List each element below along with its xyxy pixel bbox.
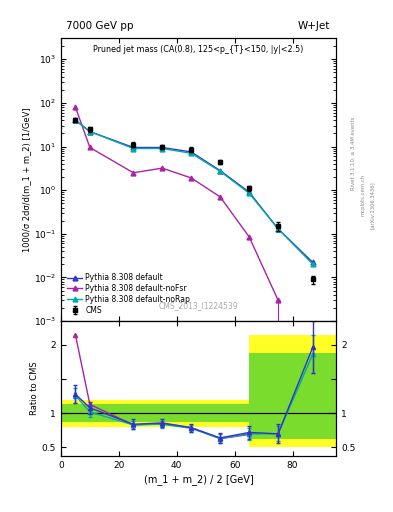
- Pythia 8.308 default: [189, 149, 194, 155]
- Text: Rivet 3.1.10, ≥ 3.4M events: Rivet 3.1.10, ≥ 3.4M events: [351, 117, 355, 190]
- Pythia 8.308 default: [310, 260, 315, 266]
- Pythia 8.308 default: [160, 144, 165, 151]
- Text: [arXiv:1306.3436]: [arXiv:1306.3436]: [370, 181, 375, 229]
- Pythia 8.308 default: [73, 117, 78, 123]
- Bar: [249, 335, 336, 447]
- X-axis label: (m_1 + m_2) / 2 [GeV]: (m_1 + m_2) / 2 [GeV]: [143, 474, 253, 485]
- Line: Pythia 8.308 default: Pythia 8.308 default: [73, 118, 315, 265]
- Legend: Pythia 8.308 default, Pythia 8.308 default-noFsr, Pythia 8.308 default-noRap, CM: Pythia 8.308 default, Pythia 8.308 defau…: [65, 271, 193, 317]
- Pythia 8.308 default-noRap: [189, 150, 194, 156]
- Pythia 8.308 default-noRap: [160, 145, 165, 152]
- Pythia 8.308 default-noFsr: [189, 175, 194, 181]
- Y-axis label: 1000/σ 2dσ/d(m_1 + m_2) [1/GeV]: 1000/σ 2dσ/d(m_1 + m_2) [1/GeV]: [22, 108, 31, 252]
- Pythia 8.308 default-noRap: [218, 168, 222, 175]
- Text: 7000 GeV pp: 7000 GeV pp: [66, 22, 134, 31]
- Pythia 8.308 default-noFsr: [160, 165, 165, 171]
- Text: Pruned jet mass (CA(0.8), 125<p_{T}<150, |y|<2.5): Pruned jet mass (CA(0.8), 125<p_{T}<150,…: [93, 46, 304, 54]
- Bar: [249, 353, 336, 439]
- Line: Pythia 8.308 default-noRap: Pythia 8.308 default-noRap: [73, 118, 315, 267]
- Bar: [61, 404, 105, 422]
- Line: Pythia 8.308 default-noFsr: Pythia 8.308 default-noFsr: [73, 104, 281, 303]
- Pythia 8.308 default: [131, 144, 136, 151]
- Pythia 8.308 default-noRap: [247, 190, 252, 196]
- Pythia 8.308 default-noFsr: [218, 194, 222, 200]
- Pythia 8.308 default-noFsr: [131, 169, 136, 176]
- Pythia 8.308 default-noFsr: [247, 234, 252, 240]
- Pythia 8.308 default-noRap: [276, 226, 281, 232]
- Pythia 8.308 default: [218, 167, 222, 174]
- Text: CMS_2013_I1224539: CMS_2013_I1224539: [159, 301, 238, 310]
- Pythia 8.308 default-noRap: [73, 117, 78, 123]
- Bar: [105, 404, 249, 422]
- Pythia 8.308 default-noRap: [131, 145, 136, 152]
- Pythia 8.308 default: [276, 226, 281, 232]
- Pythia 8.308 default: [88, 129, 92, 135]
- Y-axis label: Ratio to CMS: Ratio to CMS: [30, 361, 39, 415]
- Text: mcplots.cern.ch: mcplots.cern.ch: [361, 174, 365, 216]
- Bar: [61, 400, 105, 427]
- Pythia 8.308 default-noRap: [310, 261, 315, 267]
- Pythia 8.308 default-noFsr: [88, 144, 92, 151]
- Bar: [105, 400, 249, 427]
- Pythia 8.308 default-noFsr: [276, 297, 281, 303]
- Pythia 8.308 default-noRap: [88, 129, 92, 135]
- Text: W+Jet: W+Jet: [298, 22, 331, 31]
- Pythia 8.308 default-noFsr: [73, 104, 78, 110]
- Pythia 8.308 default: [247, 189, 252, 195]
